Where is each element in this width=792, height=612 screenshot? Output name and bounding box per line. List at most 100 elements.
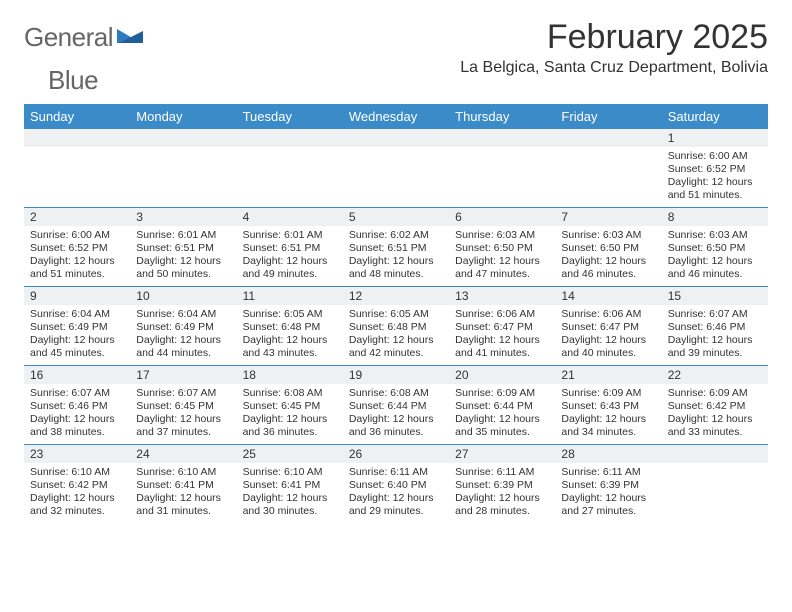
daylight-text: Daylight: 12 hours and 50 minutes. [136, 255, 230, 281]
day-body: Sunrise: 6:09 AMSunset: 6:43 PMDaylight:… [555, 384, 661, 444]
day-number: 15 [662, 287, 768, 305]
sunrise-text: Sunrise: 6:11 AM [349, 466, 443, 479]
sunrise-text: Sunrise: 6:07 AM [668, 308, 762, 321]
day-cell: 26Sunrise: 6:11 AMSunset: 6:40 PMDayligh… [343, 445, 449, 523]
daylight-text: Daylight: 12 hours and 40 minutes. [561, 334, 655, 360]
sunset-text: Sunset: 6:44 PM [349, 400, 443, 413]
weeks-container: 1Sunrise: 6:00 AMSunset: 6:52 PMDaylight… [24, 129, 768, 523]
sunrise-text: Sunrise: 6:06 AM [455, 308, 549, 321]
daylight-text: Daylight: 12 hours and 27 minutes. [561, 492, 655, 518]
sunset-text: Sunset: 6:50 PM [455, 242, 549, 255]
daylight-text: Daylight: 12 hours and 51 minutes. [668, 176, 762, 202]
flag-icon [117, 25, 145, 50]
daylight-text: Daylight: 12 hours and 43 minutes. [243, 334, 337, 360]
day-number: 24 [130, 445, 236, 463]
day-number: 28 [555, 445, 661, 463]
day-number: 21 [555, 366, 661, 384]
daylight-text: Daylight: 12 hours and 47 minutes. [455, 255, 549, 281]
day-number [24, 129, 130, 147]
day-number: 25 [237, 445, 343, 463]
day-body [237, 147, 343, 203]
day-body: Sunrise: 6:07 AMSunset: 6:46 PMDaylight:… [24, 384, 130, 444]
sunset-text: Sunset: 6:40 PM [349, 479, 443, 492]
day-number: 16 [24, 366, 130, 384]
sunset-text: Sunset: 6:46 PM [668, 321, 762, 334]
daylight-text: Daylight: 12 hours and 42 minutes. [349, 334, 443, 360]
day-body: Sunrise: 6:04 AMSunset: 6:49 PMDaylight:… [130, 305, 236, 365]
sunset-text: Sunset: 6:50 PM [668, 242, 762, 255]
daylight-text: Daylight: 12 hours and 48 minutes. [349, 255, 443, 281]
sunset-text: Sunset: 6:47 PM [455, 321, 549, 334]
day-number: 1 [662, 129, 768, 147]
sunset-text: Sunset: 6:51 PM [349, 242, 443, 255]
day-number: 10 [130, 287, 236, 305]
sunrise-text: Sunrise: 6:07 AM [136, 387, 230, 400]
sunset-text: Sunset: 6:44 PM [455, 400, 549, 413]
month-title: February 2025 [460, 18, 768, 57]
sunset-text: Sunset: 6:52 PM [668, 163, 762, 176]
day-number: 14 [555, 287, 661, 305]
day-body: Sunrise: 6:01 AMSunset: 6:51 PMDaylight:… [237, 226, 343, 286]
day-cell [24, 129, 130, 207]
daylight-text: Daylight: 12 hours and 46 minutes. [561, 255, 655, 281]
weekday-sat: Saturday [662, 104, 768, 129]
day-cell: 25Sunrise: 6:10 AMSunset: 6:41 PMDayligh… [237, 445, 343, 523]
daylight-text: Daylight: 12 hours and 28 minutes. [455, 492, 549, 518]
day-number [449, 129, 555, 147]
day-cell: 22Sunrise: 6:09 AMSunset: 6:42 PMDayligh… [662, 366, 768, 444]
day-number: 11 [237, 287, 343, 305]
location-subtitle: La Belgica, Santa Cruz Department, Boliv… [460, 59, 768, 77]
day-body [449, 147, 555, 203]
day-cell: 1Sunrise: 6:00 AMSunset: 6:52 PMDaylight… [662, 129, 768, 207]
sunset-text: Sunset: 6:46 PM [30, 400, 124, 413]
day-cell: 28Sunrise: 6:11 AMSunset: 6:39 PMDayligh… [555, 445, 661, 523]
day-body: Sunrise: 6:01 AMSunset: 6:51 PMDaylight:… [130, 226, 236, 286]
sunrise-text: Sunrise: 6:08 AM [243, 387, 337, 400]
sunset-text: Sunset: 6:41 PM [136, 479, 230, 492]
day-body: Sunrise: 6:08 AMSunset: 6:45 PMDaylight:… [237, 384, 343, 444]
day-body: Sunrise: 6:08 AMSunset: 6:44 PMDaylight:… [343, 384, 449, 444]
day-body: Sunrise: 6:11 AMSunset: 6:39 PMDaylight:… [449, 463, 555, 523]
day-body [343, 147, 449, 203]
daylight-text: Daylight: 12 hours and 32 minutes. [30, 492, 124, 518]
day-number: 19 [343, 366, 449, 384]
sunrise-text: Sunrise: 6:11 AM [561, 466, 655, 479]
day-number: 20 [449, 366, 555, 384]
sunrise-text: Sunrise: 6:03 AM [455, 229, 549, 242]
sunrise-text: Sunrise: 6:04 AM [30, 308, 124, 321]
day-cell: 23Sunrise: 6:10 AMSunset: 6:42 PMDayligh… [24, 445, 130, 523]
day-number [343, 129, 449, 147]
day-cell: 4Sunrise: 6:01 AMSunset: 6:51 PMDaylight… [237, 208, 343, 286]
sunset-text: Sunset: 6:49 PM [30, 321, 124, 334]
day-body: Sunrise: 6:00 AMSunset: 6:52 PMDaylight:… [662, 147, 768, 207]
day-number: 17 [130, 366, 236, 384]
day-cell: 10Sunrise: 6:04 AMSunset: 6:49 PMDayligh… [130, 287, 236, 365]
day-number: 13 [449, 287, 555, 305]
sunrise-text: Sunrise: 6:05 AM [349, 308, 443, 321]
sunset-text: Sunset: 6:51 PM [136, 242, 230, 255]
sunrise-text: Sunrise: 6:00 AM [30, 229, 124, 242]
sunrise-text: Sunrise: 6:07 AM [30, 387, 124, 400]
title-block: February 2025 La Belgica, Santa Cruz Dep… [460, 18, 768, 77]
sunrise-text: Sunrise: 6:00 AM [668, 150, 762, 163]
daylight-text: Daylight: 12 hours and 44 minutes. [136, 334, 230, 360]
sunrise-text: Sunrise: 6:09 AM [561, 387, 655, 400]
day-cell [130, 129, 236, 207]
day-body: Sunrise: 6:03 AMSunset: 6:50 PMDaylight:… [662, 226, 768, 286]
day-number: 27 [449, 445, 555, 463]
day-body: Sunrise: 6:07 AMSunset: 6:45 PMDaylight:… [130, 384, 236, 444]
sunrise-text: Sunrise: 6:03 AM [561, 229, 655, 242]
day-cell: 11Sunrise: 6:05 AMSunset: 6:48 PMDayligh… [237, 287, 343, 365]
day-cell: 2Sunrise: 6:00 AMSunset: 6:52 PMDaylight… [24, 208, 130, 286]
week-row: 23Sunrise: 6:10 AMSunset: 6:42 PMDayligh… [24, 444, 768, 523]
daylight-text: Daylight: 12 hours and 31 minutes. [136, 492, 230, 518]
sunrise-text: Sunrise: 6:01 AM [136, 229, 230, 242]
day-body: Sunrise: 6:03 AMSunset: 6:50 PMDaylight:… [555, 226, 661, 286]
sunrise-text: Sunrise: 6:11 AM [455, 466, 549, 479]
day-body [662, 463, 768, 519]
sunrise-text: Sunrise: 6:10 AM [243, 466, 337, 479]
day-number: 8 [662, 208, 768, 226]
sunset-text: Sunset: 6:48 PM [243, 321, 337, 334]
brand-word2: Blue [48, 65, 98, 96]
day-body [130, 147, 236, 203]
